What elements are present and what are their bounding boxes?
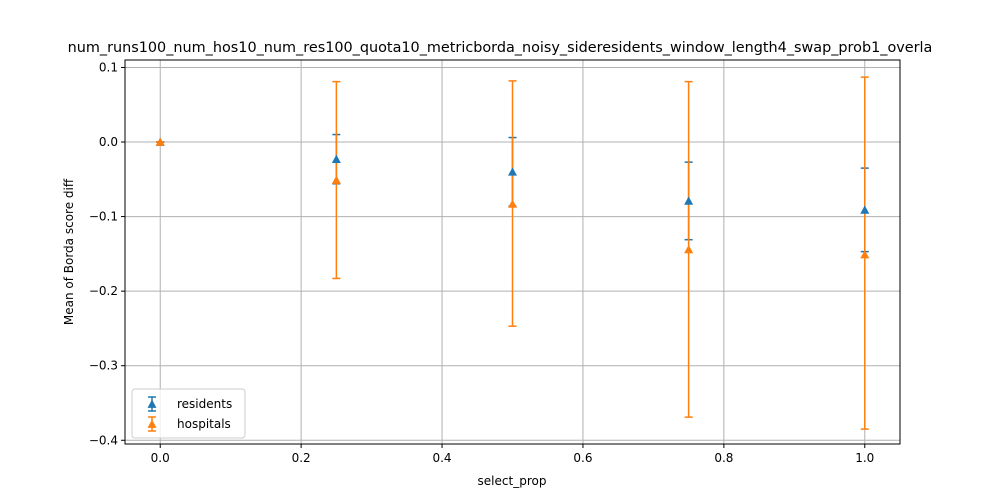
- y-tick-label: 0.0: [99, 135, 118, 149]
- y-tick-label: −0.1: [89, 210, 118, 224]
- marker-residents: [331, 154, 341, 163]
- marker-hospitals: [860, 250, 870, 259]
- x-tick-label: 0.0: [151, 451, 170, 465]
- legend-label-residents: residents: [177, 397, 232, 411]
- x-tick-label: 1.0: [855, 451, 874, 465]
- marker-residents: [684, 196, 694, 205]
- y-tick-label: 0.1: [99, 60, 118, 74]
- legend-marker-hospitals: [147, 419, 157, 428]
- marker-residents: [860, 205, 870, 214]
- y-tick-label: −0.3: [89, 359, 118, 373]
- data-markers: [155, 137, 870, 259]
- marker-residents: [508, 167, 517, 176]
- y-axis-label: Mean of Borda score diff: [62, 178, 76, 325]
- legend-label-hospitals: hospitals: [177, 417, 231, 431]
- marker-hospitals: [508, 199, 517, 208]
- legend: residents hospitals: [131, 388, 246, 439]
- x-tick-label: 0.8: [714, 451, 733, 465]
- legend-marker-residents: [147, 399, 157, 408]
- marker-hospitals: [684, 244, 694, 254]
- x-tick-label: 0.2: [292, 451, 311, 465]
- marker-hospitals: [331, 175, 341, 184]
- x-tick-label: 0.6: [573, 451, 592, 465]
- y-tick-label: −0.4: [89, 433, 118, 447]
- plot-area-frame: [124, 59, 901, 445]
- x-tick-label: 0.4: [432, 451, 451, 465]
- y-tick-label: −0.2: [89, 284, 118, 298]
- chart-title: num_runs100_num_hos10_num_res100_quota10…: [68, 40, 933, 56]
- marker-hospitals: [155, 137, 165, 146]
- axis-ticks: 0.0 0.2 0.4 0.6 0.8 1.0 −0.4 −0.3 −0.2 −0.1 0.0 0.1: [89, 60, 874, 465]
- legend-frame: [131, 388, 246, 439]
- x-axis-label: select_prop: [478, 474, 547, 488]
